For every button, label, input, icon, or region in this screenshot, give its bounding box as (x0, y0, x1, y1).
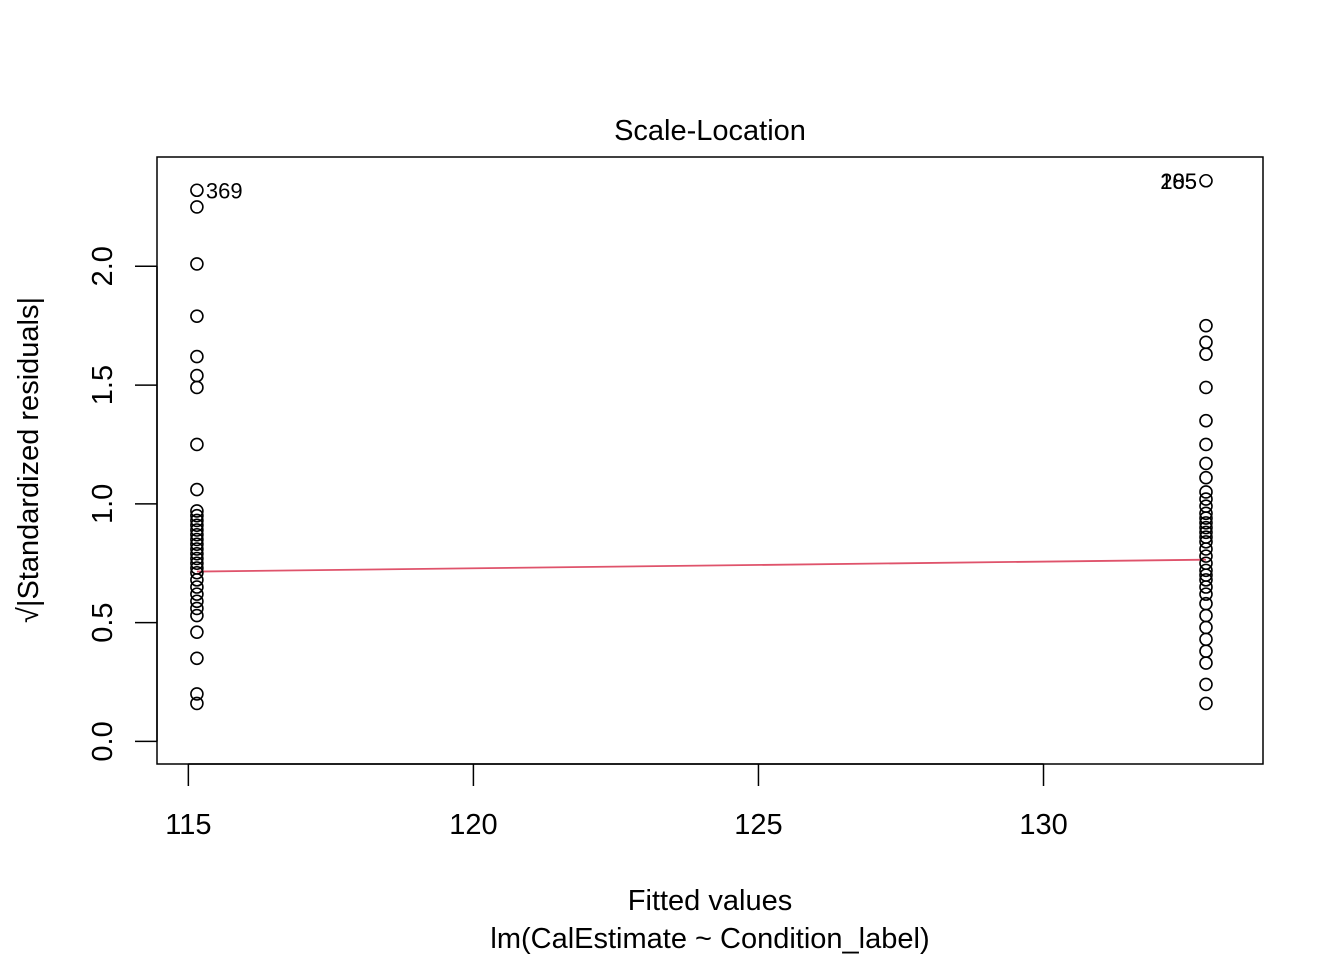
data-point (190, 200, 204, 214)
data-point (190, 542, 204, 556)
data-point (190, 368, 204, 383)
data-point (1199, 563, 1213, 578)
data-point (190, 518, 204, 533)
data-point (1199, 644, 1213, 658)
data-point (1199, 535, 1213, 549)
y-axis: 0.0 0.5 1.0 1.5 2.0 (87, 246, 158, 762)
x-axis-label: Fitted values (628, 885, 792, 917)
data-point (190, 687, 204, 701)
data-point (1199, 549, 1213, 563)
data-point (190, 309, 204, 323)
data-point (190, 608, 204, 623)
point-label: 105 (1160, 169, 1197, 194)
data-point (190, 587, 204, 601)
data-point (190, 508, 204, 523)
data-point (190, 527, 204, 542)
y-tick-label: 0.5 (87, 602, 119, 642)
data-point (1199, 318, 1213, 333)
data-point (1199, 511, 1213, 525)
data-point (1199, 525, 1213, 540)
data-point (1199, 499, 1213, 514)
data-point (190, 183, 204, 198)
data-point (1199, 485, 1213, 499)
data-point (190, 532, 204, 547)
point-label: 369 (206, 178, 243, 203)
data-point (1199, 556, 1213, 571)
plot-frame (156, 156, 1264, 765)
data-point (1199, 173, 1213, 188)
data-point (1199, 516, 1213, 530)
y-axis-label: √|Standardized residuals| (13, 297, 45, 623)
data-point (190, 537, 204, 552)
data-point (190, 573, 204, 587)
data-point (1199, 620, 1213, 635)
data-point (190, 437, 204, 452)
data-point (1199, 677, 1213, 692)
y-tick-label: 1.0 (87, 484, 119, 524)
points-layer (190, 173, 1213, 711)
data-point (190, 482, 204, 497)
data-point (190, 601, 204, 616)
data-point (1199, 580, 1213, 594)
data-point (1199, 608, 1213, 623)
data-point (190, 580, 204, 594)
data-point (1199, 656, 1213, 670)
data-point (190, 257, 204, 271)
data-point (190, 696, 204, 711)
x-tick-label: 125 (734, 809, 782, 841)
data-point (190, 551, 204, 566)
data-point (190, 513, 204, 528)
data-point (1199, 696, 1213, 711)
data-point (190, 504, 204, 518)
data-point (190, 565, 204, 580)
data-point (1199, 470, 1213, 485)
y-tick-label: 1.5 (87, 365, 119, 405)
data-point (190, 594, 204, 609)
x-axis: 115 120 125 130 (165, 763, 1068, 841)
data-point (190, 556, 204, 571)
data-point (1199, 492, 1213, 506)
smooth-trend-line (196, 558, 1207, 573)
data-point (190, 625, 204, 639)
data-point (190, 651, 204, 666)
chart-title: Scale-Location (614, 115, 806, 147)
data-point (1199, 456, 1213, 471)
y-tick-label: 2.0 (87, 246, 119, 286)
x-axis-sublabel: lm(CalEstimate ~ Condition_label) (490, 923, 929, 955)
data-point (1199, 437, 1213, 452)
data-point (1199, 506, 1213, 521)
data-point (1199, 542, 1213, 556)
x-tick-label: 115 (165, 809, 211, 841)
data-point (190, 380, 204, 395)
x-tick-label: 120 (449, 809, 497, 841)
data-point (1199, 587, 1213, 601)
data-point (190, 546, 204, 561)
data-point (1199, 632, 1213, 647)
data-point (1199, 335, 1213, 350)
y-tick-label: 0.0 (87, 721, 119, 761)
data-point (190, 349, 204, 364)
point-label: 285 (1160, 169, 1197, 194)
data-point (1199, 347, 1213, 361)
data-point (1199, 413, 1213, 428)
data-point (1199, 573, 1213, 587)
data-point (1199, 380, 1213, 395)
data-point (1199, 520, 1213, 535)
x-tick-label: 130 (1019, 809, 1067, 841)
data-point (190, 523, 204, 537)
